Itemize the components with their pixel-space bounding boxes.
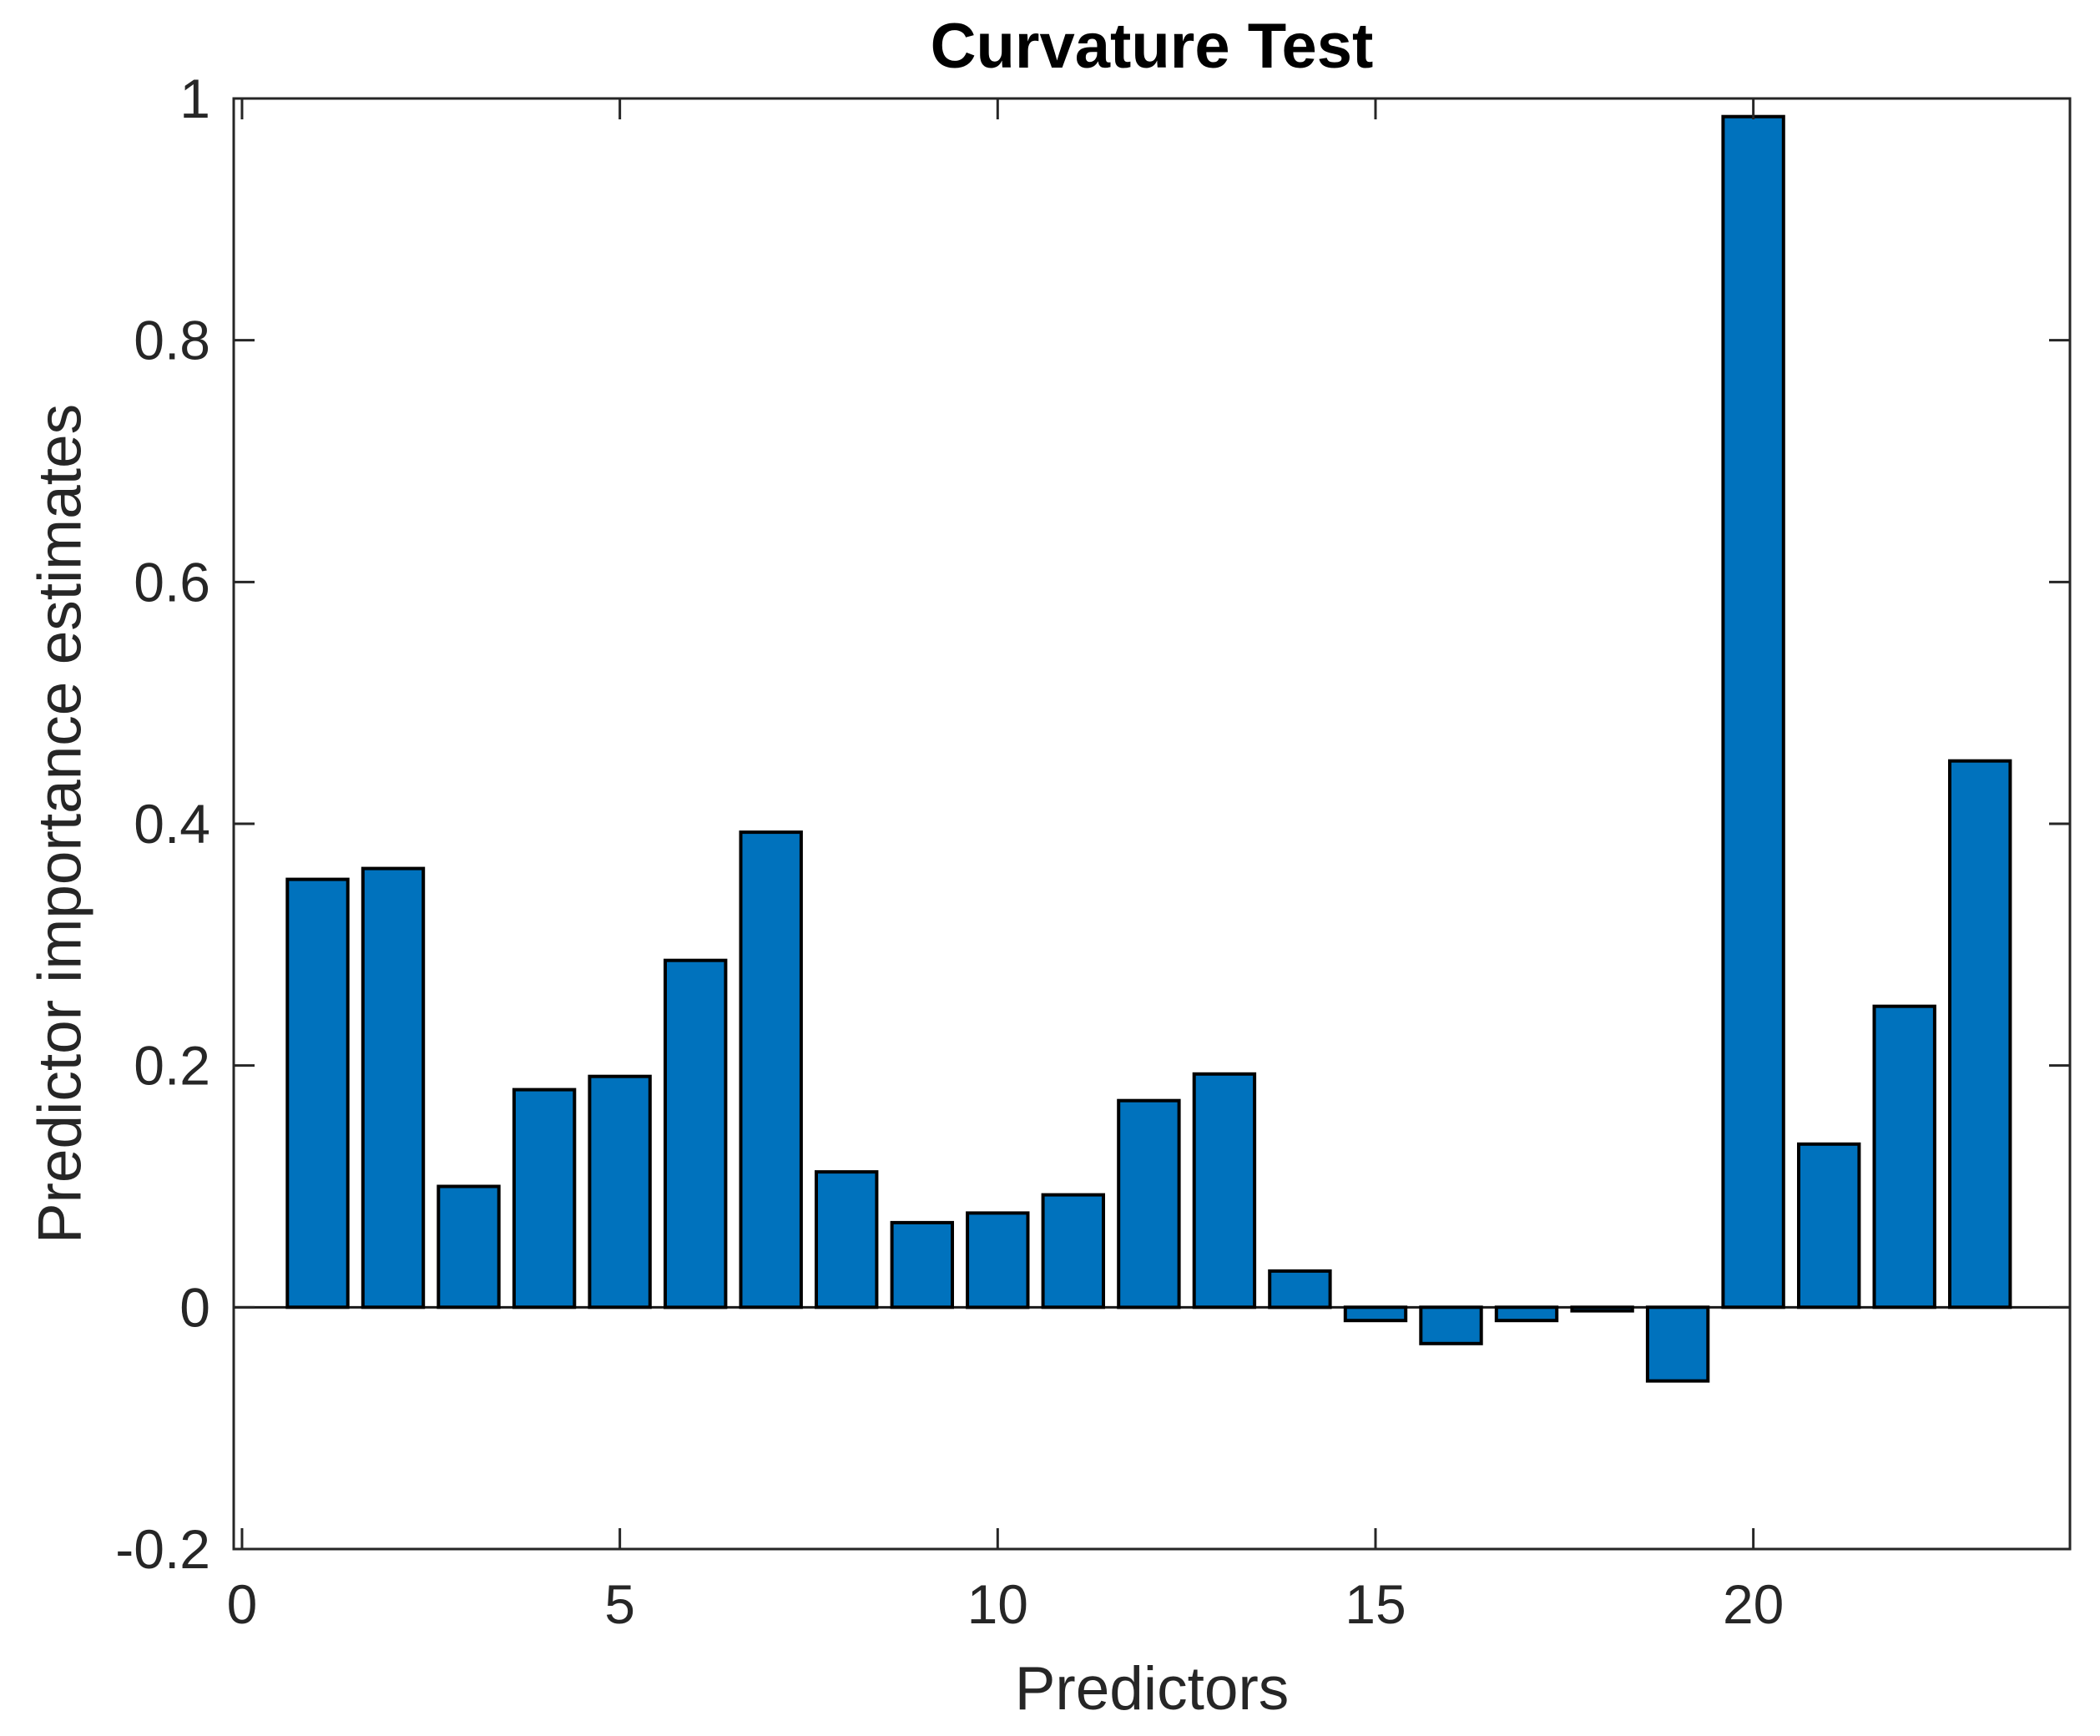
- bar: [1494, 1305, 1559, 1323]
- y-tick-label: 0.2: [134, 1035, 210, 1097]
- y-tick-label: 0.4: [134, 793, 210, 855]
- bar: [1419, 1305, 1483, 1345]
- bar: [739, 830, 803, 1310]
- bar: [1117, 1098, 1181, 1310]
- bar: [966, 1211, 1030, 1310]
- x-tick-label: 15: [1345, 1573, 1406, 1635]
- bar: [1570, 1305, 1634, 1313]
- y-tick-label: 0.8: [134, 310, 210, 371]
- bar: [1872, 1004, 1936, 1310]
- bar: [1645, 1305, 1710, 1383]
- bar: [285, 877, 350, 1310]
- bar: [1192, 1072, 1257, 1310]
- x-tick-label: 5: [604, 1573, 635, 1635]
- chart-title: Curvature Test: [930, 11, 1374, 82]
- bar: [1041, 1193, 1105, 1310]
- bar: [512, 1088, 577, 1310]
- x-tick-label: 20: [1723, 1573, 1784, 1635]
- bar: [815, 1170, 879, 1310]
- bar: [1948, 759, 2012, 1310]
- bar: [588, 1074, 652, 1310]
- y-axis-label: Predictor importance estimates: [26, 403, 94, 1244]
- bar: [890, 1220, 954, 1310]
- bar: [437, 1184, 501, 1310]
- y-tick-label: 1: [179, 68, 210, 129]
- y-tick-label: 0.6: [134, 551, 210, 613]
- x-axis-label: Predictors: [1014, 1655, 1290, 1723]
- bar: [1343, 1305, 1408, 1323]
- bar: [1721, 114, 1785, 1310]
- y-tick-label: 0: [179, 1276, 210, 1338]
- bar: [664, 958, 728, 1310]
- bar: [1268, 1269, 1332, 1310]
- bar: [1797, 1142, 1861, 1310]
- x-tick-label: 10: [967, 1573, 1028, 1635]
- y-tick-label: -0.2: [115, 1518, 210, 1580]
- bar: [361, 866, 426, 1310]
- x-tick-label: 0: [227, 1573, 258, 1635]
- plot-border: [232, 97, 2072, 1551]
